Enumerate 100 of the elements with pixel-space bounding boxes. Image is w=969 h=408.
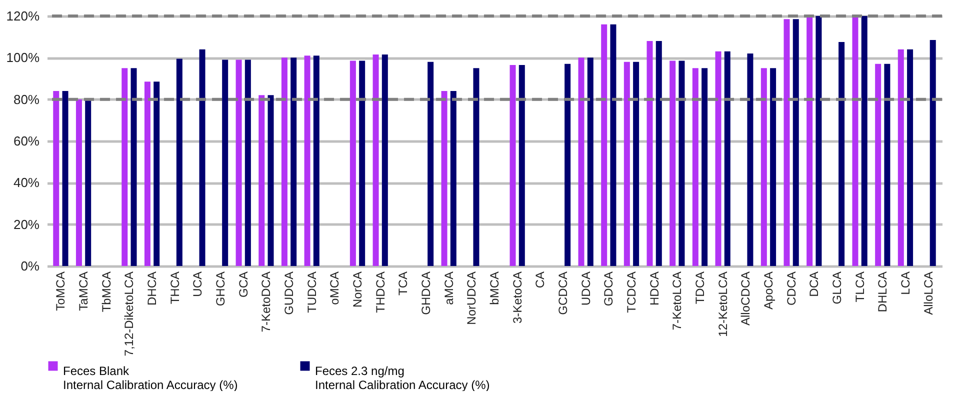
bar <box>359 60 366 266</box>
bar <box>930 40 936 266</box>
x-tick-label: 12-KetoLCA <box>716 272 730 337</box>
bar <box>816 16 822 266</box>
bar <box>624 62 630 266</box>
bar <box>130 68 137 266</box>
bar <box>760 68 767 266</box>
bar <box>441 91 448 266</box>
bar <box>907 49 914 266</box>
x-tick-label: THDCA <box>373 272 388 313</box>
x-tick-label: bMCA <box>488 272 502 305</box>
bar <box>610 24 616 266</box>
x-tick-label: LCA <box>898 272 912 295</box>
x-tick-label: UDCA <box>578 272 593 306</box>
bar <box>715 51 722 266</box>
bar <box>372 54 379 266</box>
bar <box>784 19 790 266</box>
y-tick-label: 100% <box>6 50 40 66</box>
bar <box>670 60 676 266</box>
bar <box>587 58 594 266</box>
bar <box>350 60 356 266</box>
x-tick-label: GDCA <box>602 272 616 306</box>
x-tick-label: DCA <box>807 272 822 297</box>
bar <box>199 49 206 266</box>
x-tick-label: GUDCA <box>282 272 296 315</box>
bar <box>122 68 128 266</box>
bar <box>473 68 480 266</box>
x-tick-label: DHCA <box>145 272 160 306</box>
x-tick-label: AlloCDCA <box>738 272 753 326</box>
bar <box>144 82 150 266</box>
x-tick-label: TaMCA <box>76 272 91 311</box>
y-tick-label: 60% <box>13 134 40 148</box>
x-tick-label: TbMCA <box>99 272 114 312</box>
bar <box>268 95 274 266</box>
bar <box>258 95 265 266</box>
bar <box>861 16 868 266</box>
x-tick-label: TCDCA <box>624 272 638 313</box>
bar <box>62 91 68 266</box>
x-tick-label: oMCA <box>328 272 342 305</box>
x-tick-label: ApoCA <box>761 272 776 310</box>
bar <box>884 64 890 266</box>
x-tick-label: 7-KetoDCA <box>259 272 274 332</box>
bar <box>747 54 754 266</box>
x-tick-label: GLCA <box>830 272 844 304</box>
bar <box>838 42 845 266</box>
x-tick-label: GCA <box>236 272 250 298</box>
bar <box>154 82 160 266</box>
bar <box>656 41 662 266</box>
bar <box>724 51 730 266</box>
x-tick-label: TDCA <box>692 272 707 304</box>
x-tick-label: TLCA <box>852 272 867 302</box>
x-tick-label: 7,12-DiketoLCA <box>122 272 136 356</box>
bar <box>770 68 776 266</box>
x-tick-label: DHLCA <box>876 272 890 312</box>
bar <box>852 16 858 266</box>
x-tick-label: THCA <box>168 272 182 304</box>
x-tick-label: GCDCA <box>556 272 570 315</box>
bar <box>382 54 388 266</box>
y-tick-label: 120% <box>6 8 40 24</box>
x-tick-label: aMCA <box>442 272 456 305</box>
bar <box>244 60 251 266</box>
x-tick-label: AlloLCA <box>921 272 936 315</box>
bar <box>578 58 584 266</box>
x-tick-label: 3-KetoCA <box>510 272 524 324</box>
x-tick-label: CA <box>533 272 548 288</box>
bar <box>646 41 653 266</box>
bar <box>875 64 882 266</box>
y-tick-label: 0% <box>20 258 40 274</box>
bar <box>898 49 904 266</box>
bar <box>85 99 92 266</box>
x-tick-label: HDCA <box>647 272 662 306</box>
x-tick-label: GHDCA <box>419 272 434 315</box>
x-tick-label: ToMCA <box>54 272 68 311</box>
bar <box>53 91 60 266</box>
x-tick-label: CDCA <box>784 272 798 306</box>
bar <box>176 58 182 266</box>
bar <box>76 99 82 266</box>
bar <box>792 19 799 266</box>
bar <box>222 60 228 266</box>
bar <box>428 62 434 266</box>
x-tick-label: 7-KetoLCA <box>670 272 684 330</box>
x-tick-label: TCA <box>396 272 410 296</box>
bar <box>702 68 708 266</box>
x-tick-label: UCA <box>190 272 205 297</box>
bar <box>313 56 320 266</box>
x-tick-label: GHCA <box>214 272 228 306</box>
bar <box>633 62 640 266</box>
bar <box>304 56 310 266</box>
bar <box>601 24 608 266</box>
y-tick-label: 20% <box>13 216 40 232</box>
bar <box>290 58 297 266</box>
bar <box>692 68 698 266</box>
y-tick-label: 80% <box>13 92 40 107</box>
bar <box>236 60 242 266</box>
x-tick-label: TUDCA <box>304 272 319 313</box>
bar <box>678 60 685 266</box>
x-tick-label: NorUDCA <box>464 272 479 325</box>
y-tick-label: 40% <box>13 175 40 190</box>
x-tick-label: NorCA <box>350 272 365 308</box>
bar <box>281 58 288 266</box>
